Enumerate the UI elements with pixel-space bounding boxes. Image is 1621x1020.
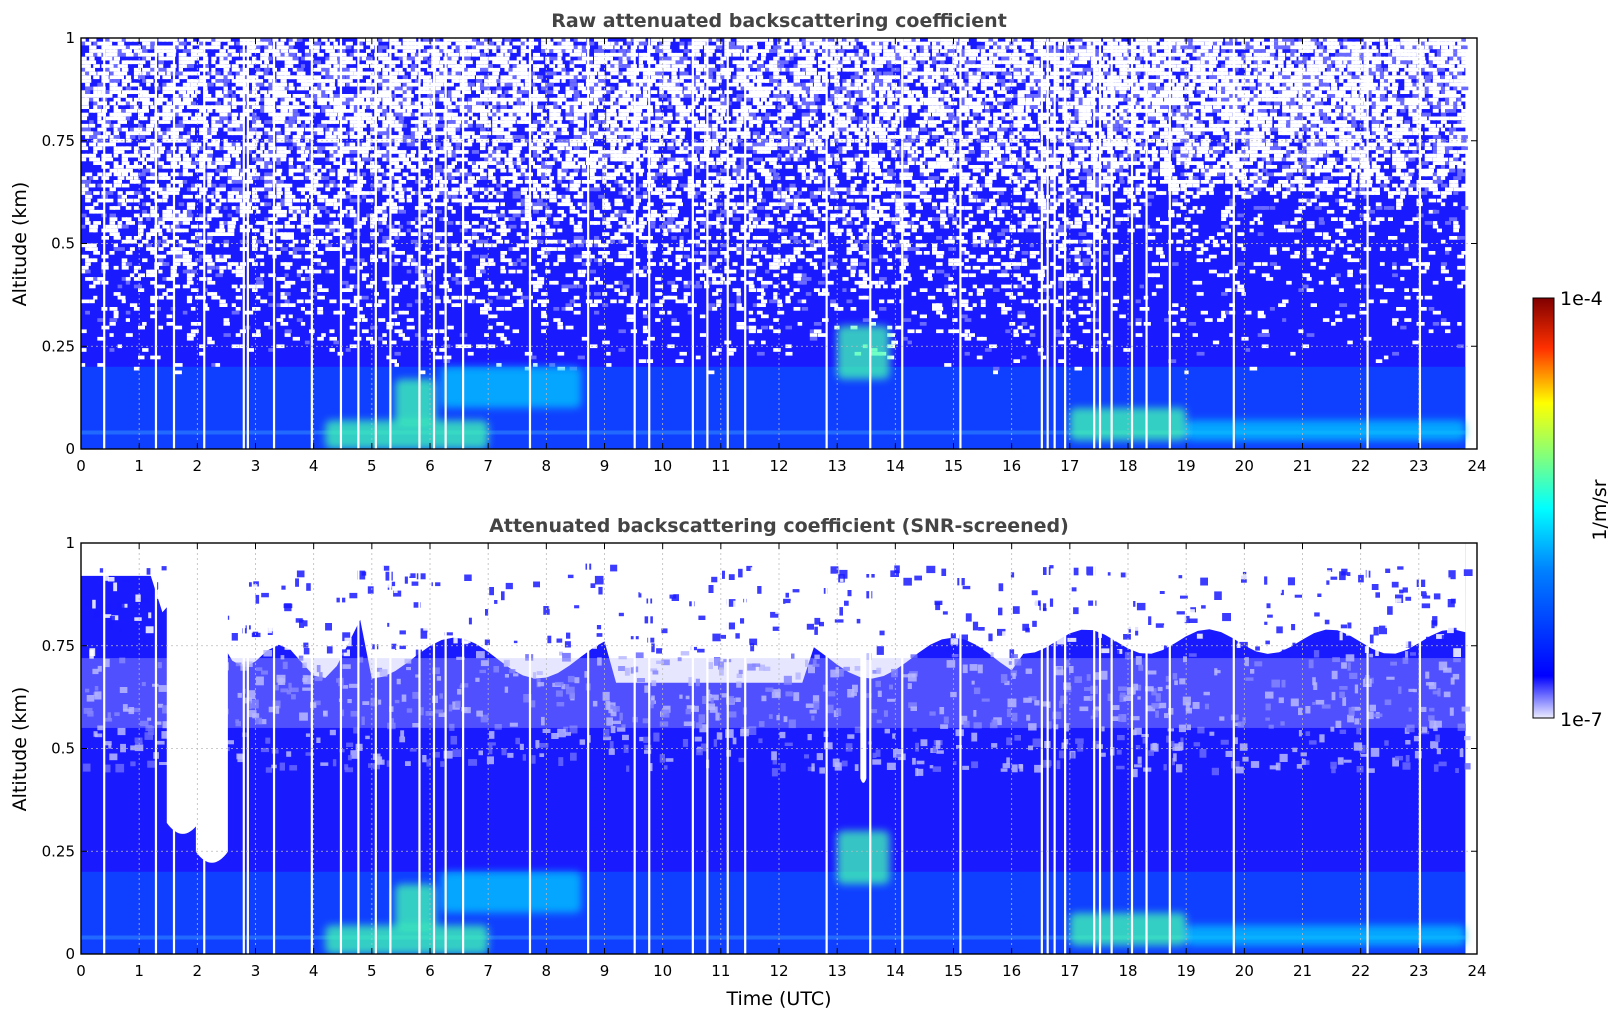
x-tick-label: 22 (1351, 457, 1370, 475)
x-tick-label: 0 (76, 457, 86, 475)
y-tick-label: 0 (65, 440, 75, 458)
colorbar-max-label: 1e-4 (1560, 288, 1603, 310)
heatmap-feature (395, 379, 436, 425)
x-tick-label: 19 (1177, 457, 1196, 475)
x-tick-label: 5 (367, 457, 377, 475)
x-tick-label: 14 (886, 457, 905, 475)
x-tick-label: 3 (251, 457, 261, 475)
x-tick-label: 2 (193, 457, 203, 475)
x-tick-label: 8 (542, 962, 552, 980)
x-tick-label: 18 (1118, 457, 1137, 475)
heatmap-feature (325, 420, 489, 449)
x-tick-label: 5 (367, 962, 377, 980)
heatmap-feature (441, 871, 582, 913)
x-tick-label: 11 (711, 962, 730, 980)
x-tick-label: 20 (1235, 457, 1254, 475)
colorbar-unit-label: 1/m/sr (1589, 479, 1611, 540)
x-tick-label: 9 (600, 457, 610, 475)
x-tick-label: 8 (542, 457, 552, 475)
y-tick-label: 0 (65, 945, 75, 963)
x-tick-label: 14 (886, 962, 905, 980)
x-tick-label: 7 (483, 457, 493, 475)
y-tick-label: 1 (65, 29, 75, 47)
grid-lines (81, 543, 1477, 954)
y-tick-label: 0.75 (42, 132, 75, 150)
heatmap-noise (81, 38, 1469, 375)
y-tick-label: 0.5 (51, 740, 75, 758)
y-axis-label: Altitude (km) (9, 182, 31, 307)
x-tick-label: 6 (425, 457, 435, 475)
heatmap-feature (837, 325, 890, 380)
x-tick-label: 7 (483, 962, 493, 980)
heatmap-feature (395, 884, 436, 930)
x-tick-label: 15 (944, 962, 963, 980)
panel-title: Attenuated backscattering coefficient (S… (489, 515, 1069, 537)
x-tick-label: 15 (944, 457, 963, 475)
heatmap-feature (441, 366, 582, 408)
x-tick-label: 17 (1060, 457, 1079, 475)
x-tick-label: 24 (1467, 962, 1486, 980)
heatmap-area (81, 38, 1469, 449)
colorbar-gradient (1532, 297, 1555, 719)
x-tick-label: 13 (828, 457, 847, 475)
y-tick-label: 0.25 (42, 842, 75, 860)
x-tick-label: 20 (1235, 962, 1254, 980)
y-tick-label: 0.75 (42, 637, 75, 655)
panel-snr-screened: Attenuated backscattering coefficient (S… (9, 515, 1487, 1010)
panel-title: Raw attenuated backscattering coefficien… (551, 10, 1007, 32)
x-tick-label: 23 (1409, 457, 1428, 475)
heatmap-feature (325, 925, 489, 954)
x-tick-label: 13 (828, 962, 847, 980)
x-tick-label: 17 (1060, 962, 1079, 980)
x-tick-label: 19 (1177, 962, 1196, 980)
x-tick-label: 0 (76, 962, 86, 980)
heatmap-feature (1186, 420, 1466, 441)
colorbar: 1e-4 1e-7 1/m/sr (1532, 288, 1611, 731)
x-tick-label: 23 (1409, 962, 1428, 980)
x-tick-label: 12 (769, 962, 788, 980)
y-tick-label: 0.25 (42, 337, 75, 355)
x-tick-label: 10 (653, 457, 672, 475)
x-tick-label: 4 (309, 457, 319, 475)
y-tick-label: 1 (65, 534, 75, 552)
grid-lines (81, 38, 1477, 449)
x-tick-label: 22 (1351, 962, 1370, 980)
heatmap-feature (837, 830, 890, 885)
x-axis-label: Time (UTC) (725, 988, 831, 1010)
x-axis-ticks: 0 1 2 3 4 5 6 7 8 9 10 11 12 13 14 15 16 17 18 19 20 21 22 23 24 (76, 38, 1487, 475)
x-tick-label: 16 (1002, 457, 1021, 475)
x-tick-label: 2 (193, 962, 203, 980)
x-tick-label: 11 (711, 457, 730, 475)
y-axis-ticks: 0 0.25 0.5 0.75 1 (42, 534, 1477, 963)
x-tick-label: 24 (1467, 457, 1486, 475)
x-tick-label: 1 (134, 457, 144, 475)
y-tick-label: 0.5 (51, 235, 75, 253)
heatmap-feature (1186, 925, 1466, 946)
x-tick-label: 9 (600, 962, 610, 980)
x-tick-label: 1 (134, 962, 144, 980)
x-axis-ticks: 0 1 2 3 4 5 6 7 8 9 10 11 12 13 14 15 16 17 18 19 20 21 22 23 24 (76, 543, 1487, 980)
x-tick-label: 3 (251, 962, 261, 980)
x-tick-label: 6 (425, 962, 435, 980)
x-tick-label: 10 (653, 962, 672, 980)
panel-raw: Raw attenuated backscattering coefficien… (9, 10, 1487, 475)
x-tick-label: 21 (1293, 457, 1312, 475)
colorbar-min-label: 1e-7 (1560, 709, 1603, 731)
x-tick-label: 12 (769, 457, 788, 475)
y-axis-ticks: 0 0.25 0.5 0.75 1 (42, 29, 1477, 458)
x-tick-label: 4 (309, 962, 319, 980)
x-tick-label: 18 (1118, 962, 1137, 980)
y-axis-label: Altitude (km) (9, 687, 31, 812)
x-tick-label: 16 (1002, 962, 1021, 980)
x-tick-label: 21 (1293, 962, 1312, 980)
